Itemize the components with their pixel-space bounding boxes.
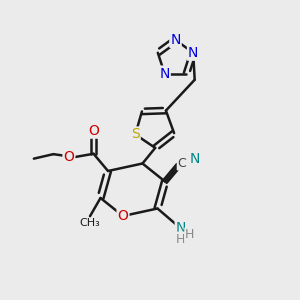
Text: CH₃: CH₃ xyxy=(80,218,100,228)
Text: H: H xyxy=(175,232,185,246)
Text: O: O xyxy=(88,124,99,138)
Text: N: N xyxy=(176,221,186,235)
Text: S: S xyxy=(131,128,140,142)
Text: N: N xyxy=(170,33,181,47)
Text: O: O xyxy=(64,150,74,164)
Text: O: O xyxy=(118,209,128,223)
Text: C: C xyxy=(178,157,187,169)
Text: N: N xyxy=(190,152,200,166)
Text: H: H xyxy=(185,228,195,242)
Text: N: N xyxy=(188,46,198,60)
Text: N: N xyxy=(159,67,170,80)
